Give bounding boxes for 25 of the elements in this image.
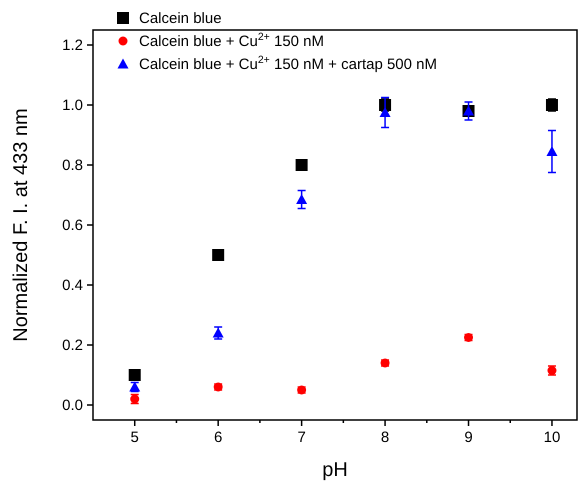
x-tick-label: 6 xyxy=(214,429,222,446)
y-tick-label: 1.2 xyxy=(62,37,83,54)
y-axis-title: Normalized F. I. at 433 nm xyxy=(10,108,32,342)
y-tick-label: 0.8 xyxy=(62,157,83,174)
point xyxy=(212,328,224,338)
legend-label: Calcein blue + Cu$^{2+}$ 150 nM xyxy=(139,31,324,50)
x-tick-label: 5 xyxy=(130,429,139,446)
y-tick-label: 0.0 xyxy=(62,397,83,414)
point xyxy=(296,194,308,204)
point xyxy=(128,369,141,381)
legend-label: Calcein blue + Cu$^{2+}$ 150 nM + cartap 500 nM xyxy=(139,54,437,73)
y-tick-label: 0.4 xyxy=(62,277,83,294)
legend-label: Calcein blue xyxy=(139,10,222,27)
x-tick-label: 7 xyxy=(297,429,306,446)
x-tick-label: 9 xyxy=(464,429,473,446)
x-tick-label: 8 xyxy=(380,429,390,446)
y-tick-label: 0.6 xyxy=(62,217,83,234)
x-axis-title: pH xyxy=(322,459,348,481)
point xyxy=(380,107,391,117)
point xyxy=(546,146,558,156)
x-tick-label: 10 xyxy=(544,429,560,446)
point xyxy=(296,159,308,171)
point xyxy=(212,249,224,261)
y-tick-label: 0.2 xyxy=(62,337,83,354)
y-tick-label: 1.0 xyxy=(62,97,83,114)
